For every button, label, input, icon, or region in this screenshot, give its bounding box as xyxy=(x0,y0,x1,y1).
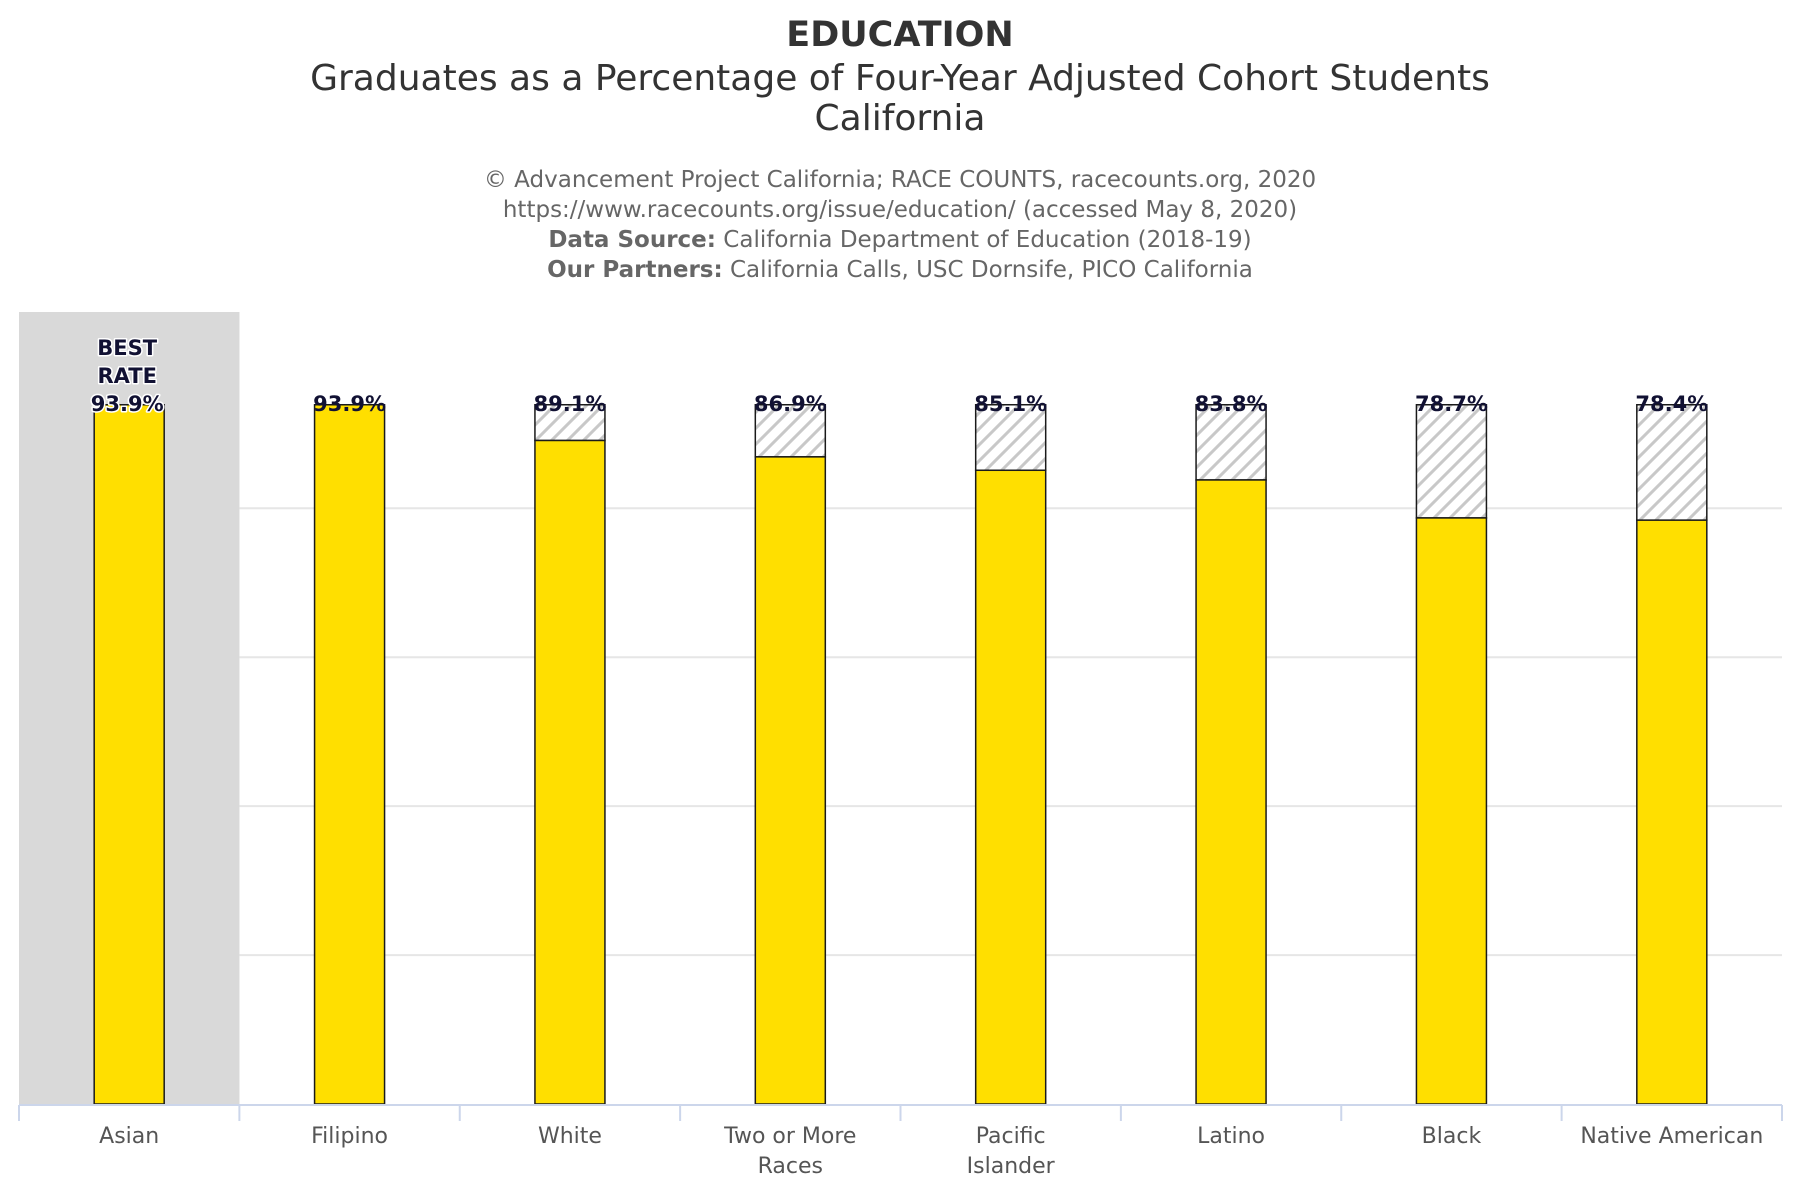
gap-to-best-bar xyxy=(1195,403,1267,481)
data-source-text: California Department of Education (2018… xyxy=(716,227,1252,253)
bar xyxy=(93,403,165,1105)
gap-to-best-bar xyxy=(1415,403,1488,519)
bar xyxy=(754,456,827,1105)
bar xyxy=(313,403,386,1105)
data-source-label: Data Source: xyxy=(548,227,716,253)
best-rate-label: 93.9% xyxy=(91,392,164,416)
data-label: 83.8% xyxy=(1195,392,1268,416)
credit-line-2: https://www.racecounts.org/issue/educati… xyxy=(503,197,1297,223)
chart-title: EDUCATION xyxy=(786,15,1013,55)
gap-to-best-bar xyxy=(1636,403,1708,521)
best-rate-label: BEST xyxy=(97,336,157,360)
chart-subtitle-line-2: California xyxy=(815,98,986,139)
plot-area: Asian 93.9% Filipino 89.1% White 86.9% Two or … xyxy=(18,312,1783,1179)
partners-credit: Our Partners: California Calls, USC Dorn… xyxy=(547,257,1253,283)
x-tick-label: White xyxy=(538,1124,602,1149)
data-label: 78.7% xyxy=(1415,392,1488,416)
partners-label: Our Partners: xyxy=(547,257,723,283)
data-source-credit: Data Source: California Department of Ed… xyxy=(548,227,1251,253)
gap-to-best-bar xyxy=(754,403,827,458)
data-label: 93.9% xyxy=(313,392,386,416)
chart-subtitle-line-1: Graduates as a Percentage of Four-Year A… xyxy=(310,58,1490,99)
best-rate-label: RATE xyxy=(97,364,156,388)
data-label: 89.1% xyxy=(534,392,607,416)
bar xyxy=(1636,519,1708,1105)
bar xyxy=(534,439,606,1105)
x-tick-label: Native American xyxy=(1580,1124,1763,1149)
x-tick-label: Races xyxy=(758,1154,823,1179)
x-tick-label: Latino xyxy=(1197,1124,1265,1149)
data-label: 78.4% xyxy=(1635,392,1708,416)
x-tick-label: Islander xyxy=(967,1154,1056,1179)
x-tick-label: Two or More xyxy=(723,1124,856,1149)
data-label: 86.9% xyxy=(754,392,827,416)
gap-to-best-bar xyxy=(534,403,606,442)
partners-text: California Calls, USC Dornsife, PICO Cal… xyxy=(723,257,1253,283)
x-tick-label: Asian xyxy=(99,1124,159,1149)
x-tick-label: Black xyxy=(1422,1124,1482,1149)
bar xyxy=(1195,479,1267,1105)
bar xyxy=(974,469,1047,1105)
x-tick-label: Pacific xyxy=(976,1124,1046,1149)
data-label: 85.1% xyxy=(974,392,1047,416)
x-tick-label: Filipino xyxy=(311,1124,388,1149)
bar xyxy=(1415,517,1488,1105)
credit-line-1: © Advancement Project California; RACE C… xyxy=(484,167,1316,193)
